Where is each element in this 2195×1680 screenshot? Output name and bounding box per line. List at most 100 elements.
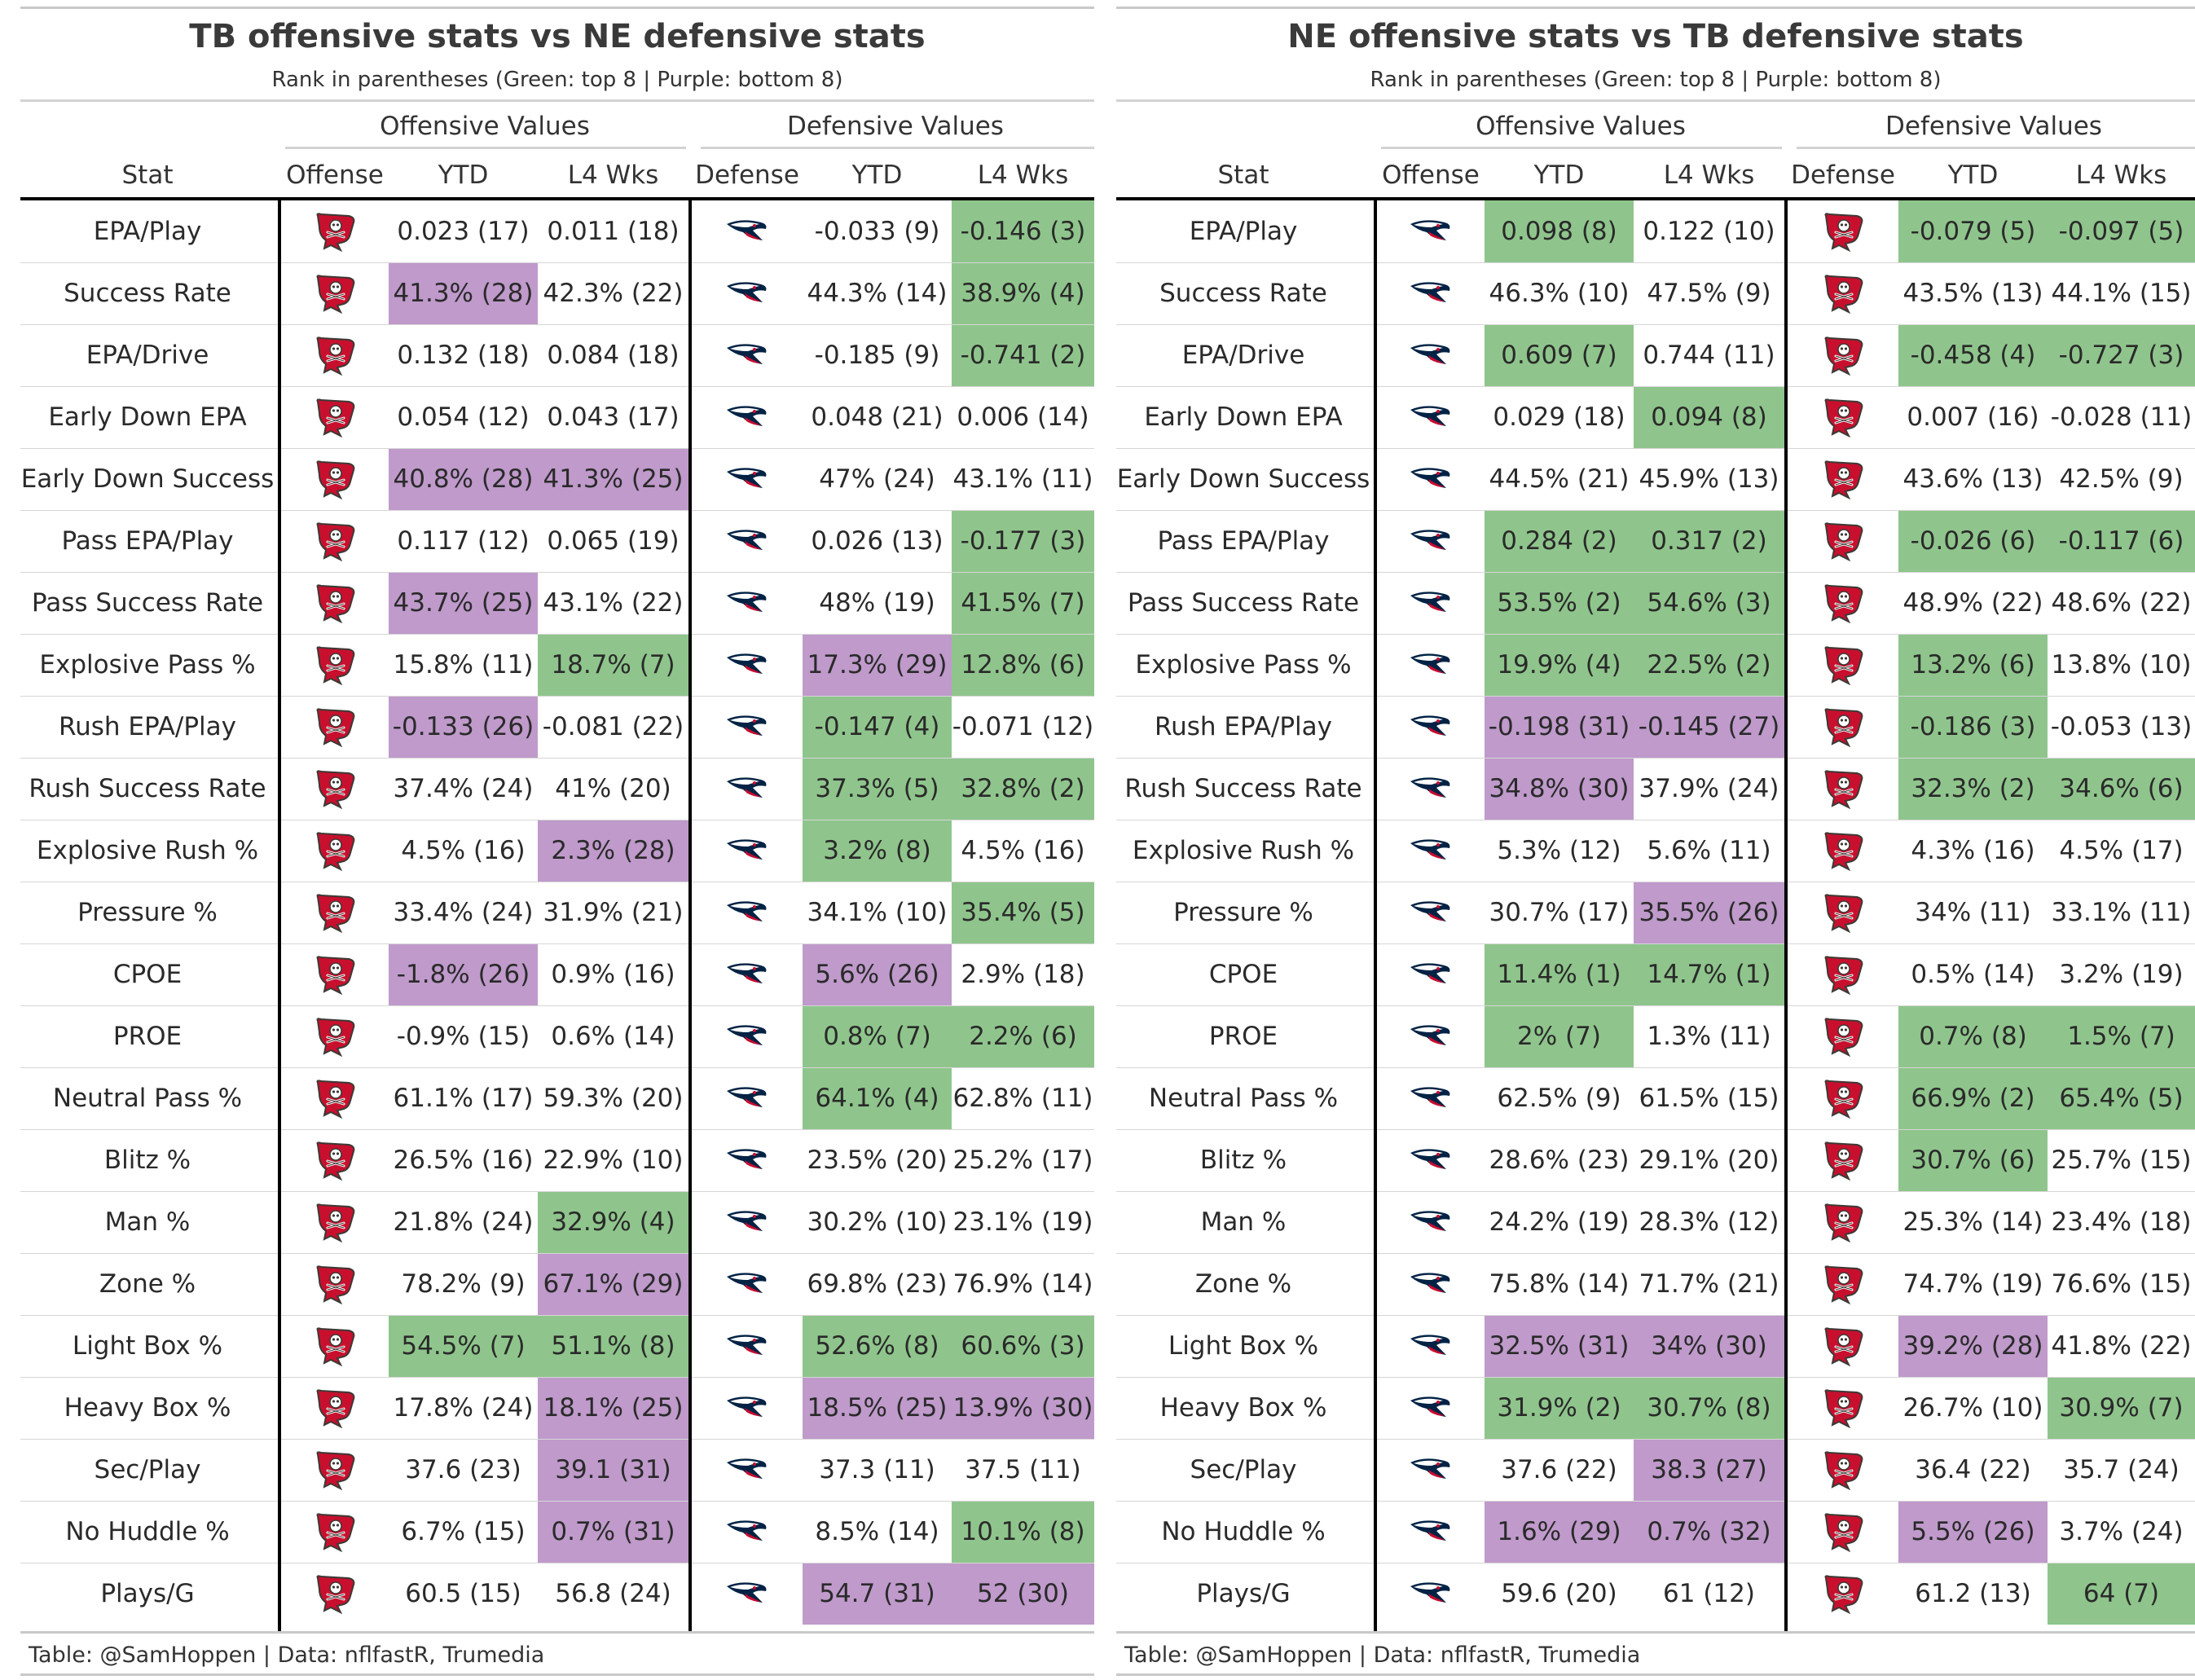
defense-ytd-cell: 48.9% (22) [1902, 588, 2043, 618]
offense-logo-cell [1374, 1253, 1488, 1315]
table-row: Zone % 75.8% (14) 71.7% (21) 74.7% (19) 76.6… [1116, 1253, 2195, 1315]
defense-ytd-cell: 36.4 (22) [1915, 1455, 2031, 1484]
patriots-logo-icon [1409, 837, 1453, 864]
defense-l4-cell: 44.1% (15) [2051, 279, 2192, 308]
stat-name-cell: Pass EPA/Play [61, 526, 234, 556]
defense-ytd-cell: 26.7% (10) [1902, 1393, 2043, 1423]
defense-l4-cell: 42.5% (9) [2059, 464, 2184, 494]
buccaneers-logo-icon [1821, 644, 1865, 685]
offense-ytd-cell: 0.117 (12) [397, 526, 530, 556]
offense-l4-cell: 37.9% (24) [1639, 774, 1779, 803]
offense-ytd-cell: 0.132 (18) [397, 341, 530, 370]
patriots-logo-icon [725, 1518, 769, 1546]
buccaneers-logo-icon [313, 335, 357, 376]
row-divider [20, 1439, 1094, 1440]
stat-name-cell: Zone % [99, 1269, 196, 1299]
defense-logo-cell [1788, 1439, 1898, 1501]
defense-ytd-cell: 74.7% (19) [1902, 1269, 2043, 1299]
table-row: PROE 2% (7) 1.3% (11) 0.7% (8) 1.5% (7) [1116, 1005, 2195, 1067]
column-header-def-ytd: YTD [851, 161, 903, 190]
column-header-off-ytd: YTD [438, 161, 489, 190]
row-divider [20, 634, 1094, 635]
row-divider [20, 386, 1094, 387]
buccaneers-logo-icon [313, 1573, 357, 1614]
spanner-rule-offense [285, 147, 686, 149]
offense-l4-cell: 45.9% (13) [1639, 464, 1779, 494]
stat-name-cell: Early Down EPA [1144, 402, 1343, 432]
defense-l4-cell: 35.7 (24) [2063, 1455, 2180, 1484]
offense-ytd-cell: 1.6% (29) [1485, 1501, 1634, 1563]
buccaneers-logo-icon [313, 954, 357, 995]
offense-ytd-cell: 17.8% (24) [393, 1393, 534, 1423]
buccaneers-logo-icon [313, 1140, 357, 1181]
offense-logo-cell [278, 200, 392, 262]
row-divider [20, 1377, 1094, 1378]
patriots-logo-icon [1409, 961, 1453, 988]
offense-l4-cell: 0.7% (32) [1634, 1501, 1784, 1563]
offense-ytd-cell: 53.5% (2) [1485, 572, 1634, 634]
table-row: Success Rate 41.3% (28) 42.3% (22) 44.3% (1… [20, 262, 1094, 324]
defense-l4-cell: 2.2% (6) [952, 1005, 1094, 1067]
stat-name-cell: Explosive Rush % [36, 836, 259, 865]
buccaneers-logo-icon [313, 644, 357, 685]
offense-l4-cell: 5.6% (11) [1647, 836, 1771, 865]
defense-l4-cell: 13.8% (10) [2051, 650, 2192, 679]
buccaneers-logo-icon [1821, 706, 1865, 747]
table-row: Neutral Pass % 61.1% (17) 59.3% (20) 64.1% … [20, 1067, 1094, 1129]
defense-ytd-cell: 0.8% (7) [803, 1005, 952, 1067]
defense-ytd-cell: -0.079 (5) [1898, 200, 2048, 262]
patriots-logo-icon [725, 465, 769, 493]
defense-l4-cell: 0.006 (14) [957, 402, 1089, 432]
offense-logo-cell [1374, 1439, 1488, 1501]
patriots-logo-icon [1409, 713, 1453, 741]
table-row: Early Down EPA 0.029 (18) 0.094 (8) 0.007 (… [1116, 386, 2195, 448]
row-divider [1116, 448, 2195, 449]
column-header-defense: Defense [695, 161, 799, 190]
stat-name-cell: Plays/G [100, 1579, 195, 1608]
stat-name-cell: Plays/G [1196, 1579, 1291, 1608]
row-divider [20, 943, 1094, 944]
column-header-rule [20, 197, 1094, 200]
offense-logo-cell [1374, 324, 1488, 386]
offense-l4-cell: 0.744 (11) [1643, 341, 1775, 370]
patriots-logo-icon [1409, 218, 1453, 245]
column-header-off-l4: L4 Wks [567, 161, 659, 190]
row-divider [1116, 1005, 2195, 1006]
table-footer: Table: @SamHoppen | Data: nflfastR, Trum… [1124, 1643, 1641, 1668]
defense-ytd-cell: 0.026 (13) [811, 526, 944, 556]
offense-logo-cell [1374, 943, 1488, 1005]
defense-l4-cell: 13.9% (30) [952, 1377, 1094, 1439]
defense-ytd-cell: 54.7 (31) [803, 1563, 952, 1625]
offense-ytd-cell: 60.5 (15) [405, 1579, 521, 1608]
column-header-defense: Defense [1791, 161, 1895, 190]
offense-l4-cell: 14.7% (1) [1634, 943, 1784, 1005]
header-rule [1116, 99, 2195, 102]
offense-ytd-cell: -0.9% (15) [396, 1022, 530, 1051]
table-row: Rush EPA/Play -0.133 (26) -0.081 (22) -0.14… [20, 696, 1094, 758]
offense-ytd-cell: 46.3% (10) [1489, 279, 1630, 308]
offense-ytd-cell: 41.3% (28) [389, 262, 538, 324]
row-divider [20, 696, 1094, 697]
defense-l4-cell: 52 (30) [952, 1563, 1094, 1625]
table-row: Pass Success Rate 53.5% (2) 54.6% (3) 48.9%… [1116, 572, 2195, 634]
defense-ytd-cell: 43.5% (13) [1902, 279, 2043, 308]
defense-logo-cell [692, 1253, 803, 1315]
row-divider [1116, 1501, 2195, 1502]
defense-logo-cell [692, 1377, 803, 1439]
offense-ytd-cell: 26.5% (16) [393, 1146, 534, 1175]
stat-name-cell: Early Down Success [20, 464, 275, 494]
defense-logo-cell [1788, 1067, 1898, 1129]
row-divider [20, 1315, 1094, 1316]
offense-logo-cell [1374, 572, 1488, 634]
offense-logo-cell [1374, 386, 1488, 448]
stat-name-cell: PROE [1208, 1022, 1278, 1051]
row-divider [1116, 324, 2195, 325]
patriots-logo-icon [725, 961, 769, 988]
stat-name-cell: Pass Success Rate [1127, 588, 1360, 618]
stat-name-cell: PROE [112, 1022, 183, 1051]
offense-l4-cell: 22.9% (10) [543, 1146, 684, 1175]
defense-l4-cell: 38.9% (4) [952, 262, 1094, 324]
offense-l4-cell: 2.3% (28) [538, 820, 688, 882]
table-row: Pass Success Rate 43.7% (25) 43.1% (22) 48%… [20, 572, 1094, 634]
offense-l4-cell: -0.145 (27) [1634, 696, 1784, 758]
